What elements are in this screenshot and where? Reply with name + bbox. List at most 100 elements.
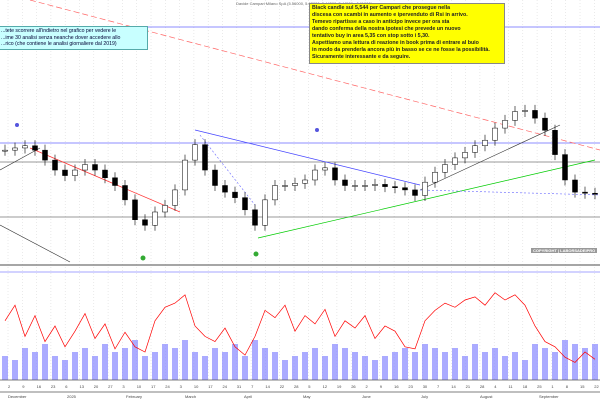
volume-bar (272, 352, 278, 380)
volume-bar (12, 360, 18, 380)
marker-dot (253, 251, 259, 257)
candle (412, 189, 418, 196)
x-tick-label: 14 (451, 384, 456, 389)
volume-bar (412, 352, 418, 380)
uptrend-line (257, 159, 596, 239)
volume-bar (82, 348, 88, 380)
x-tick-label: 4 (494, 384, 497, 389)
volume-bar (252, 340, 258, 380)
month-label: July (421, 394, 428, 399)
candle (352, 185, 358, 187)
candle (502, 120, 508, 129)
x-tick-label: 9 (380, 384, 383, 389)
month-label: June (362, 394, 371, 399)
x-tick-label: 28 (480, 384, 485, 389)
x-tick-label: 17 (151, 384, 156, 389)
volume-bar (502, 356, 508, 380)
x-tick-label: 20 (94, 384, 99, 389)
x-tick-label: 3 (180, 384, 183, 389)
volume-bar (492, 348, 498, 380)
volume-bar (152, 352, 158, 380)
copyright-label: COPYRIGHT | LABORSADEIPRO (531, 248, 598, 253)
volume-bar (242, 356, 248, 380)
month-label: August (480, 394, 493, 399)
x-tick-label: 17 (208, 384, 213, 389)
volume-bar (352, 352, 358, 380)
volume-bar (72, 352, 78, 380)
candle (142, 219, 148, 226)
volume-bar (332, 344, 338, 380)
candle (542, 117, 548, 131)
volume-bar (42, 344, 48, 380)
candle (2, 149, 8, 152)
candle (252, 209, 258, 226)
candle (442, 164, 448, 173)
candle (162, 205, 168, 213)
x-tick-label: 23 (51, 384, 56, 389)
volume-bar (562, 340, 568, 380)
volume-bar (462, 356, 468, 380)
volume-bar (582, 348, 588, 380)
x-tick-label: 24 (165, 384, 170, 389)
volume-bar (342, 348, 348, 380)
candle (402, 187, 408, 191)
volume-bar (302, 352, 308, 380)
volume-bar (422, 344, 428, 380)
candle (52, 159, 58, 171)
candle (262, 199, 268, 226)
candle (232, 191, 238, 198)
volume-bar (212, 348, 218, 380)
month-label: December (8, 394, 27, 399)
candle (422, 181, 428, 196)
rsi-line (4, 292, 596, 363)
x-tick-label: 7 (437, 384, 440, 389)
candle (512, 111, 518, 121)
candle (432, 172, 438, 183)
x-tick-label: 10 (137, 384, 142, 389)
volume-bar (392, 352, 398, 380)
volume-bar (362, 356, 368, 380)
volume-bar (372, 360, 378, 380)
x-tick-label: 16 (37, 384, 42, 389)
candle (82, 164, 88, 171)
volume-bar (52, 356, 58, 380)
x-tick-label: 27 (108, 384, 113, 389)
volume-bar (192, 352, 198, 380)
volume-bar (92, 356, 98, 380)
candle (102, 169, 108, 179)
x-tick-label: 22 (280, 384, 285, 389)
candle (492, 127, 498, 141)
candle (522, 110, 528, 112)
channel-line (419, 124, 561, 191)
volume-bar (122, 348, 128, 380)
candle (482, 139, 488, 147)
volume-bars (2, 340, 598, 380)
candle (272, 185, 278, 201)
volume-bar (552, 352, 558, 380)
candle (532, 110, 538, 119)
x-tick-label: 2 (8, 384, 11, 389)
volume-bar (472, 344, 478, 380)
volume-bar (382, 356, 388, 380)
candle (282, 185, 288, 187)
x-tick-label: 7 (251, 384, 254, 389)
x-tick-label: 8 (566, 384, 569, 389)
candle (182, 159, 188, 191)
candle (242, 197, 248, 211)
volume-bar (432, 348, 438, 380)
volume-bar (262, 348, 268, 380)
info-note: ...tete scorrere all'indietro nel grafic… (0, 26, 148, 50)
candle (552, 130, 558, 155)
month-label: April (244, 394, 252, 399)
volume-bar (62, 360, 68, 380)
candle (332, 167, 338, 181)
x-tick-label: 25 (537, 384, 542, 389)
candle (362, 185, 368, 187)
grid (7, 0, 595, 380)
volume-bar (532, 344, 538, 380)
x-tick-label: 6 (65, 384, 68, 389)
candle (392, 186, 398, 188)
candle (12, 147, 18, 151)
candle (462, 152, 468, 159)
x-tick-label: 11 (509, 384, 514, 389)
